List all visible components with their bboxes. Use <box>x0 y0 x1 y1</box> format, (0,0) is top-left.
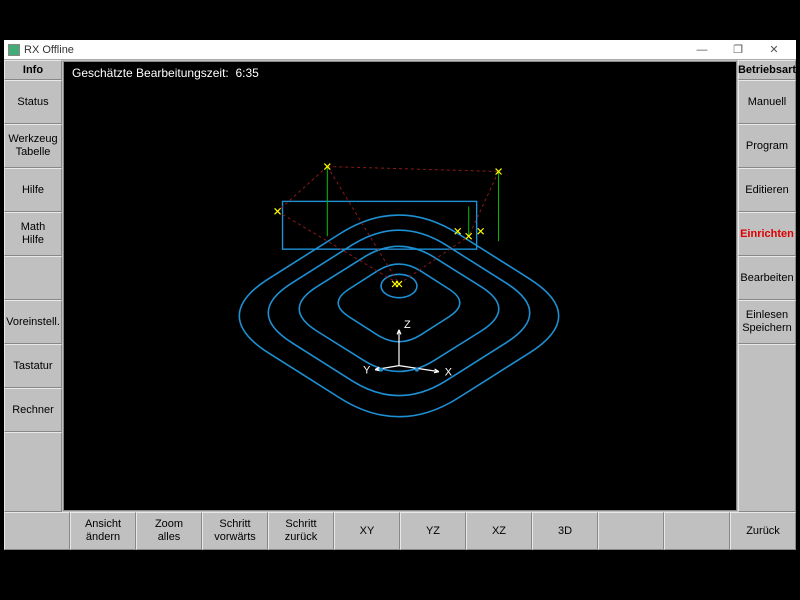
left-filler <box>4 432 62 512</box>
app-icon <box>8 44 20 56</box>
bottom-button-5[interactable]: XY <box>334 512 400 550</box>
right-button-3[interactable]: Einrichten <box>738 212 796 256</box>
svg-text:X: X <box>445 367 453 379</box>
bottom-button-8[interactable]: 3D <box>532 512 598 550</box>
bottom-button-1[interactable]: Ansichtändern <box>70 512 136 550</box>
bottom-bar: AnsichtändernZoomallesSchrittvorwärtsSch… <box>4 512 796 550</box>
left-button-1[interactable]: WerkzeugTabelle <box>4 124 62 168</box>
bottom-button-2[interactable]: Zoomalles <box>136 512 202 550</box>
right-sidebar: Betriebsart ManuellProgramEditierenEinri… <box>738 60 796 512</box>
close-button[interactable]: ✕ <box>756 41 792 59</box>
app-body: Info StatusWerkzeugTabelleHilfeMathHilfe… <box>4 60 796 550</box>
viewport-svg: X Y Z <box>64 62 736 510</box>
right-button-4[interactable]: Bearbeiten <box>738 256 796 300</box>
viewport[interactable]: Geschätzte Bearbeitungszeit: 6:35 XYZ <box>63 61 737 511</box>
bottom-button-4[interactable]: Schrittzurück <box>268 512 334 550</box>
left-button-0[interactable]: Status <box>4 80 62 124</box>
left-button-7[interactable]: Rechner <box>4 388 62 432</box>
bottom-button-7[interactable]: XZ <box>466 512 532 550</box>
maximize-button[interactable]: ❐ <box>720 41 756 59</box>
bottom-button-9 <box>598 512 664 550</box>
left-button-2[interactable]: Hilfe <box>4 168 62 212</box>
bottom-button-0 <box>4 512 70 550</box>
bottom-button-6[interactable]: YZ <box>400 512 466 550</box>
svg-text:Y: Y <box>363 365 371 377</box>
svg-text:Z: Z <box>404 319 411 331</box>
window-title: RX Offline <box>24 44 74 56</box>
right-filler <box>738 344 796 512</box>
bottom-button-10 <box>664 512 730 550</box>
app-window: RX Offline — ❐ ✕ Info StatusWerkzeugTabe… <box>4 40 796 550</box>
left-button-5[interactable]: Voreinstell. <box>4 300 62 344</box>
bottom-button-11[interactable]: Zurück <box>730 512 796 550</box>
right-button-0[interactable]: Manuell <box>738 80 796 124</box>
right-button-2[interactable]: Editieren <box>738 168 796 212</box>
titlebar: RX Offline — ❐ ✕ <box>4 40 796 60</box>
minimize-button[interactable]: — <box>684 41 720 59</box>
right-button-5[interactable]: EinlesenSpeichern <box>738 300 796 344</box>
left-sidebar: Info StatusWerkzeugTabelleHilfeMathHilfe… <box>4 60 62 512</box>
left-button-3[interactable]: MathHilfe <box>4 212 62 256</box>
right-button-1[interactable]: Program <box>738 124 796 168</box>
bottom-button-3[interactable]: Schrittvorwärts <box>202 512 268 550</box>
left-button-4 <box>4 256 62 300</box>
left-header: Info <box>4 60 62 80</box>
right-header: Betriebsart <box>738 60 796 80</box>
left-button-6[interactable]: Tastatur <box>4 344 62 388</box>
